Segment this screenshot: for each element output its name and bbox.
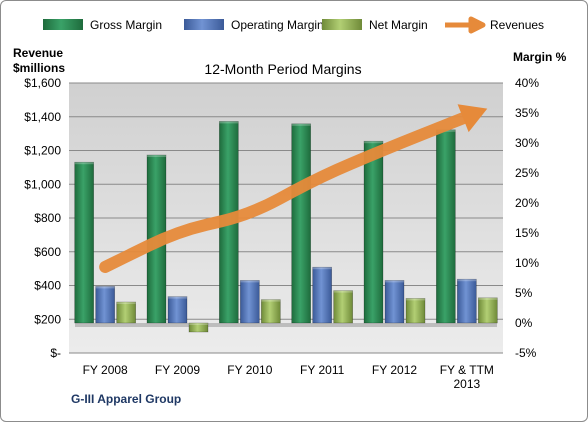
bar-operating-margin	[95, 286, 115, 324]
bar-net-margin	[478, 297, 498, 324]
bar-highlight	[406, 298, 425, 301]
bar-highlight	[116, 302, 136, 304]
bar-operating-margin	[240, 280, 260, 324]
bar-highlight	[240, 280, 260, 283]
right-tick-label: 40%	[515, 76, 539, 90]
bar-net-margin	[188, 322, 209, 333]
bar-operating-margin	[384, 280, 405, 324]
right-tick-label: 15%	[515, 226, 539, 240]
right-tick-label: 0%	[515, 316, 533, 330]
bar-operating-margin	[312, 266, 332, 324]
left-tick-label: $200	[34, 312, 61, 326]
bar-gross-margin	[436, 129, 456, 324]
margin-bars	[74, 121, 498, 333]
x-tick-label: 2013	[453, 377, 480, 391]
bar-gross-margin	[363, 140, 384, 324]
right-tick-label: 35%	[515, 106, 539, 120]
legend-swatch-operating-margin	[184, 19, 224, 30]
x-tick-label: FY 2011	[300, 363, 345, 377]
left-tick-label: $800	[34, 211, 61, 225]
bar-highlight	[457, 279, 477, 282]
legend-item-gross-margin: Gross Margin	[43, 18, 162, 32]
bar-operating-margin	[167, 296, 188, 324]
bar-gross-margin	[74, 161, 94, 324]
right-tick-label: 20%	[515, 196, 539, 210]
left-axis-title-line1: Revenue	[13, 46, 63, 60]
bar-net-margin	[261, 299, 281, 324]
zero-floor	[75, 323, 497, 327]
chart-title: 12-Month Period Margins	[204, 61, 361, 77]
bar-highlight	[364, 141, 383, 144]
right-tick-label: -5%	[515, 346, 537, 360]
legend-item-net-margin: Net Margin	[322, 18, 428, 32]
x-tick-label: FY 2008	[83, 363, 128, 377]
left-tick-label: $1,000	[24, 177, 61, 191]
legend-swatch-net-margin	[322, 19, 362, 30]
legend-label-revenues: Revenues	[490, 18, 544, 32]
right-axis-title: Margin %	[513, 50, 567, 64]
legend-item-operating-margin: Operating Margin	[184, 18, 324, 32]
legend-swatch-gross-margin	[43, 19, 83, 30]
legend: Gross Margin Operating Margin Net Margin…	[43, 16, 544, 34]
bar-highlight	[147, 155, 166, 157]
bar-highlight	[291, 123, 311, 126]
bar-highlight	[333, 290, 353, 293]
legend-swatch-revenues	[445, 16, 486, 34]
bar-highlight	[261, 299, 281, 302]
left-tick-label: $600	[34, 245, 61, 259]
revenues-line	[99, 110, 473, 273]
legend-label-operating-margin: Operating Margin	[231, 18, 324, 32]
bar-highlight	[312, 267, 332, 270]
revenues-line-layer	[99, 104, 488, 273]
legend-label-net-margin: Net Margin	[369, 18, 428, 32]
legend-item-revenues: Revenues	[445, 16, 544, 34]
bar-highlight	[219, 121, 239, 124]
left-axis-title-line2: $millions	[13, 61, 65, 75]
right-tick-label: 10%	[515, 256, 539, 270]
x-tick-label: FY 2010	[227, 363, 272, 377]
x-axis-labels: FY 2008 FY 2009 FY 2010 FY 2011 FY 2012 FY & …	[83, 363, 494, 391]
left-axis-ticks: $- $200 $400 $600 $800 $1,000 $1,200 $1,400 $1,6…	[24, 76, 61, 360]
right-axis-ticks: -5% 0% 5% 10% 15% 20% 25% 30% 35% 40%	[515, 76, 539, 360]
bar-gross-margin	[291, 123, 311, 324]
x-tick-label: FY & TTM	[440, 363, 494, 377]
legend-label-gross-margin: Gross Margin	[90, 18, 162, 32]
bar-highlight	[385, 280, 404, 283]
company-label: G-III Apparel Group	[71, 392, 181, 406]
left-tick-label: $-	[50, 346, 61, 360]
left-tick-label: $1,400	[24, 110, 61, 124]
x-tick-label: FY 2009	[155, 363, 200, 377]
bar-net-margin	[333, 290, 353, 324]
bar-highlight	[95, 286, 115, 289]
right-tick-label: 30%	[515, 136, 539, 150]
right-tick-label: 25%	[515, 166, 539, 180]
bar-highlight	[168, 296, 187, 299]
left-tick-label: $1,600	[24, 76, 61, 90]
revenues-arrowhead	[457, 104, 488, 133]
right-tick-label: 5%	[515, 286, 533, 300]
bar-operating-margin	[457, 278, 477, 324]
left-tick-label: $1,200	[24, 144, 61, 158]
left-tick-label: $400	[34, 279, 61, 293]
plot-floor	[75, 323, 497, 327]
bar-highlight	[74, 162, 94, 165]
bar-highlight	[478, 297, 498, 300]
bar-highlight	[189, 323, 208, 325]
bar-net-margin	[116, 301, 136, 324]
bar-net-margin	[405, 298, 426, 324]
x-tick-label: FY 2012	[372, 363, 417, 377]
